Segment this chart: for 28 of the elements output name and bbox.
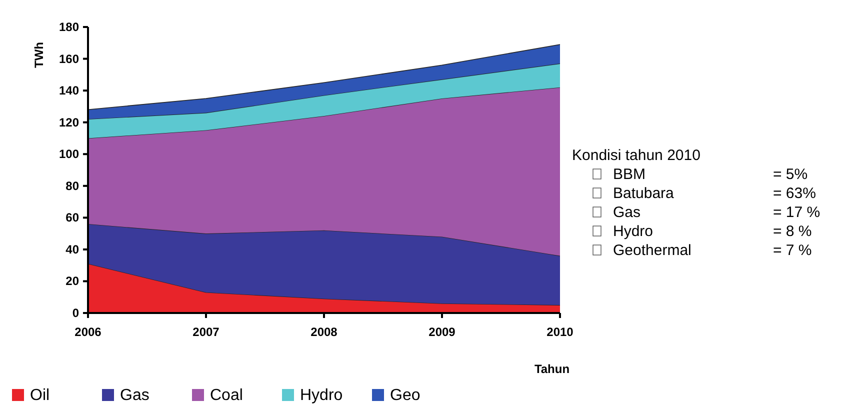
text: Hydro = 8 %	[613, 223, 812, 240]
y-tick-label: 120	[58, 115, 80, 130]
legend-label: Oil	[30, 387, 50, 404]
legend-label: Hydro	[300, 387, 343, 404]
x-tick-label: 2008	[310, 325, 338, 339]
y-tick-label: 20	[66, 274, 80, 288]
y-tick-label: 0	[72, 306, 80, 320]
x-tick-label: 2007	[192, 325, 220, 339]
y-tick-label: 100	[58, 147, 80, 162]
y-tick-label: 140	[58, 84, 80, 98]
y-tick-label: 160	[58, 52, 80, 66]
y-axis-title: TWh	[32, 42, 46, 68]
legend-label: Gas	[120, 387, 150, 404]
text: Geothermal = 7 %	[613, 242, 812, 259]
text: Gas = 17 %	[613, 204, 820, 221]
x-tick-label: 2006	[74, 325, 102, 339]
y-tick-label: 80	[66, 178, 80, 193]
y-tick-label: 60	[66, 210, 80, 225]
legend-label: Geo	[390, 387, 420, 404]
x-axis-title: Tahun	[534, 362, 570, 376]
legend-label: Coal	[210, 387, 243, 404]
y-tick-label: 180	[58, 20, 80, 34]
text: Batubara = 63%	[613, 185, 816, 202]
x-tick-label: 2010	[546, 325, 574, 339]
x-tick-label: 2009	[428, 325, 456, 339]
y-tick-label: 40	[66, 242, 80, 256]
text: BBM = 5%	[613, 166, 808, 183]
text: Kondisi tahun 2010	[572, 147, 700, 164]
